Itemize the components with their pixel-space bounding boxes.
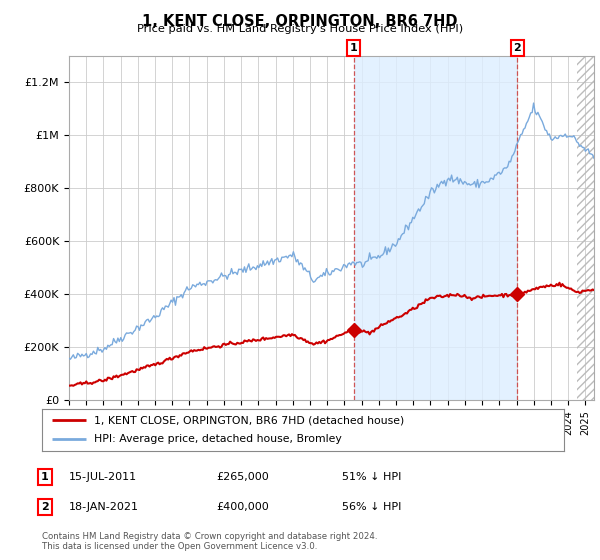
Text: £400,000: £400,000 xyxy=(216,502,269,512)
Text: 15-JUL-2011: 15-JUL-2011 xyxy=(69,472,137,482)
Text: 2: 2 xyxy=(514,43,521,53)
Text: 1: 1 xyxy=(41,472,49,482)
Text: 1, KENT CLOSE, ORPINGTON, BR6 7HD: 1, KENT CLOSE, ORPINGTON, BR6 7HD xyxy=(142,14,458,29)
Text: £265,000: £265,000 xyxy=(216,472,269,482)
Text: 18-JAN-2021: 18-JAN-2021 xyxy=(69,502,139,512)
Text: Price paid vs. HM Land Registry's House Price Index (HPI): Price paid vs. HM Land Registry's House … xyxy=(137,24,463,34)
Text: 1: 1 xyxy=(350,43,358,53)
Text: 2: 2 xyxy=(41,502,49,512)
Text: HPI: Average price, detached house, Bromley: HPI: Average price, detached house, Brom… xyxy=(94,435,342,445)
Text: Contains HM Land Registry data © Crown copyright and database right 2024.
This d: Contains HM Land Registry data © Crown c… xyxy=(42,532,377,552)
Text: 51% ↓ HPI: 51% ↓ HPI xyxy=(342,472,401,482)
Text: 1, KENT CLOSE, ORPINGTON, BR6 7HD (detached house): 1, KENT CLOSE, ORPINGTON, BR6 7HD (detac… xyxy=(94,415,404,425)
Text: 56% ↓ HPI: 56% ↓ HPI xyxy=(342,502,401,512)
Bar xyxy=(354,56,517,400)
